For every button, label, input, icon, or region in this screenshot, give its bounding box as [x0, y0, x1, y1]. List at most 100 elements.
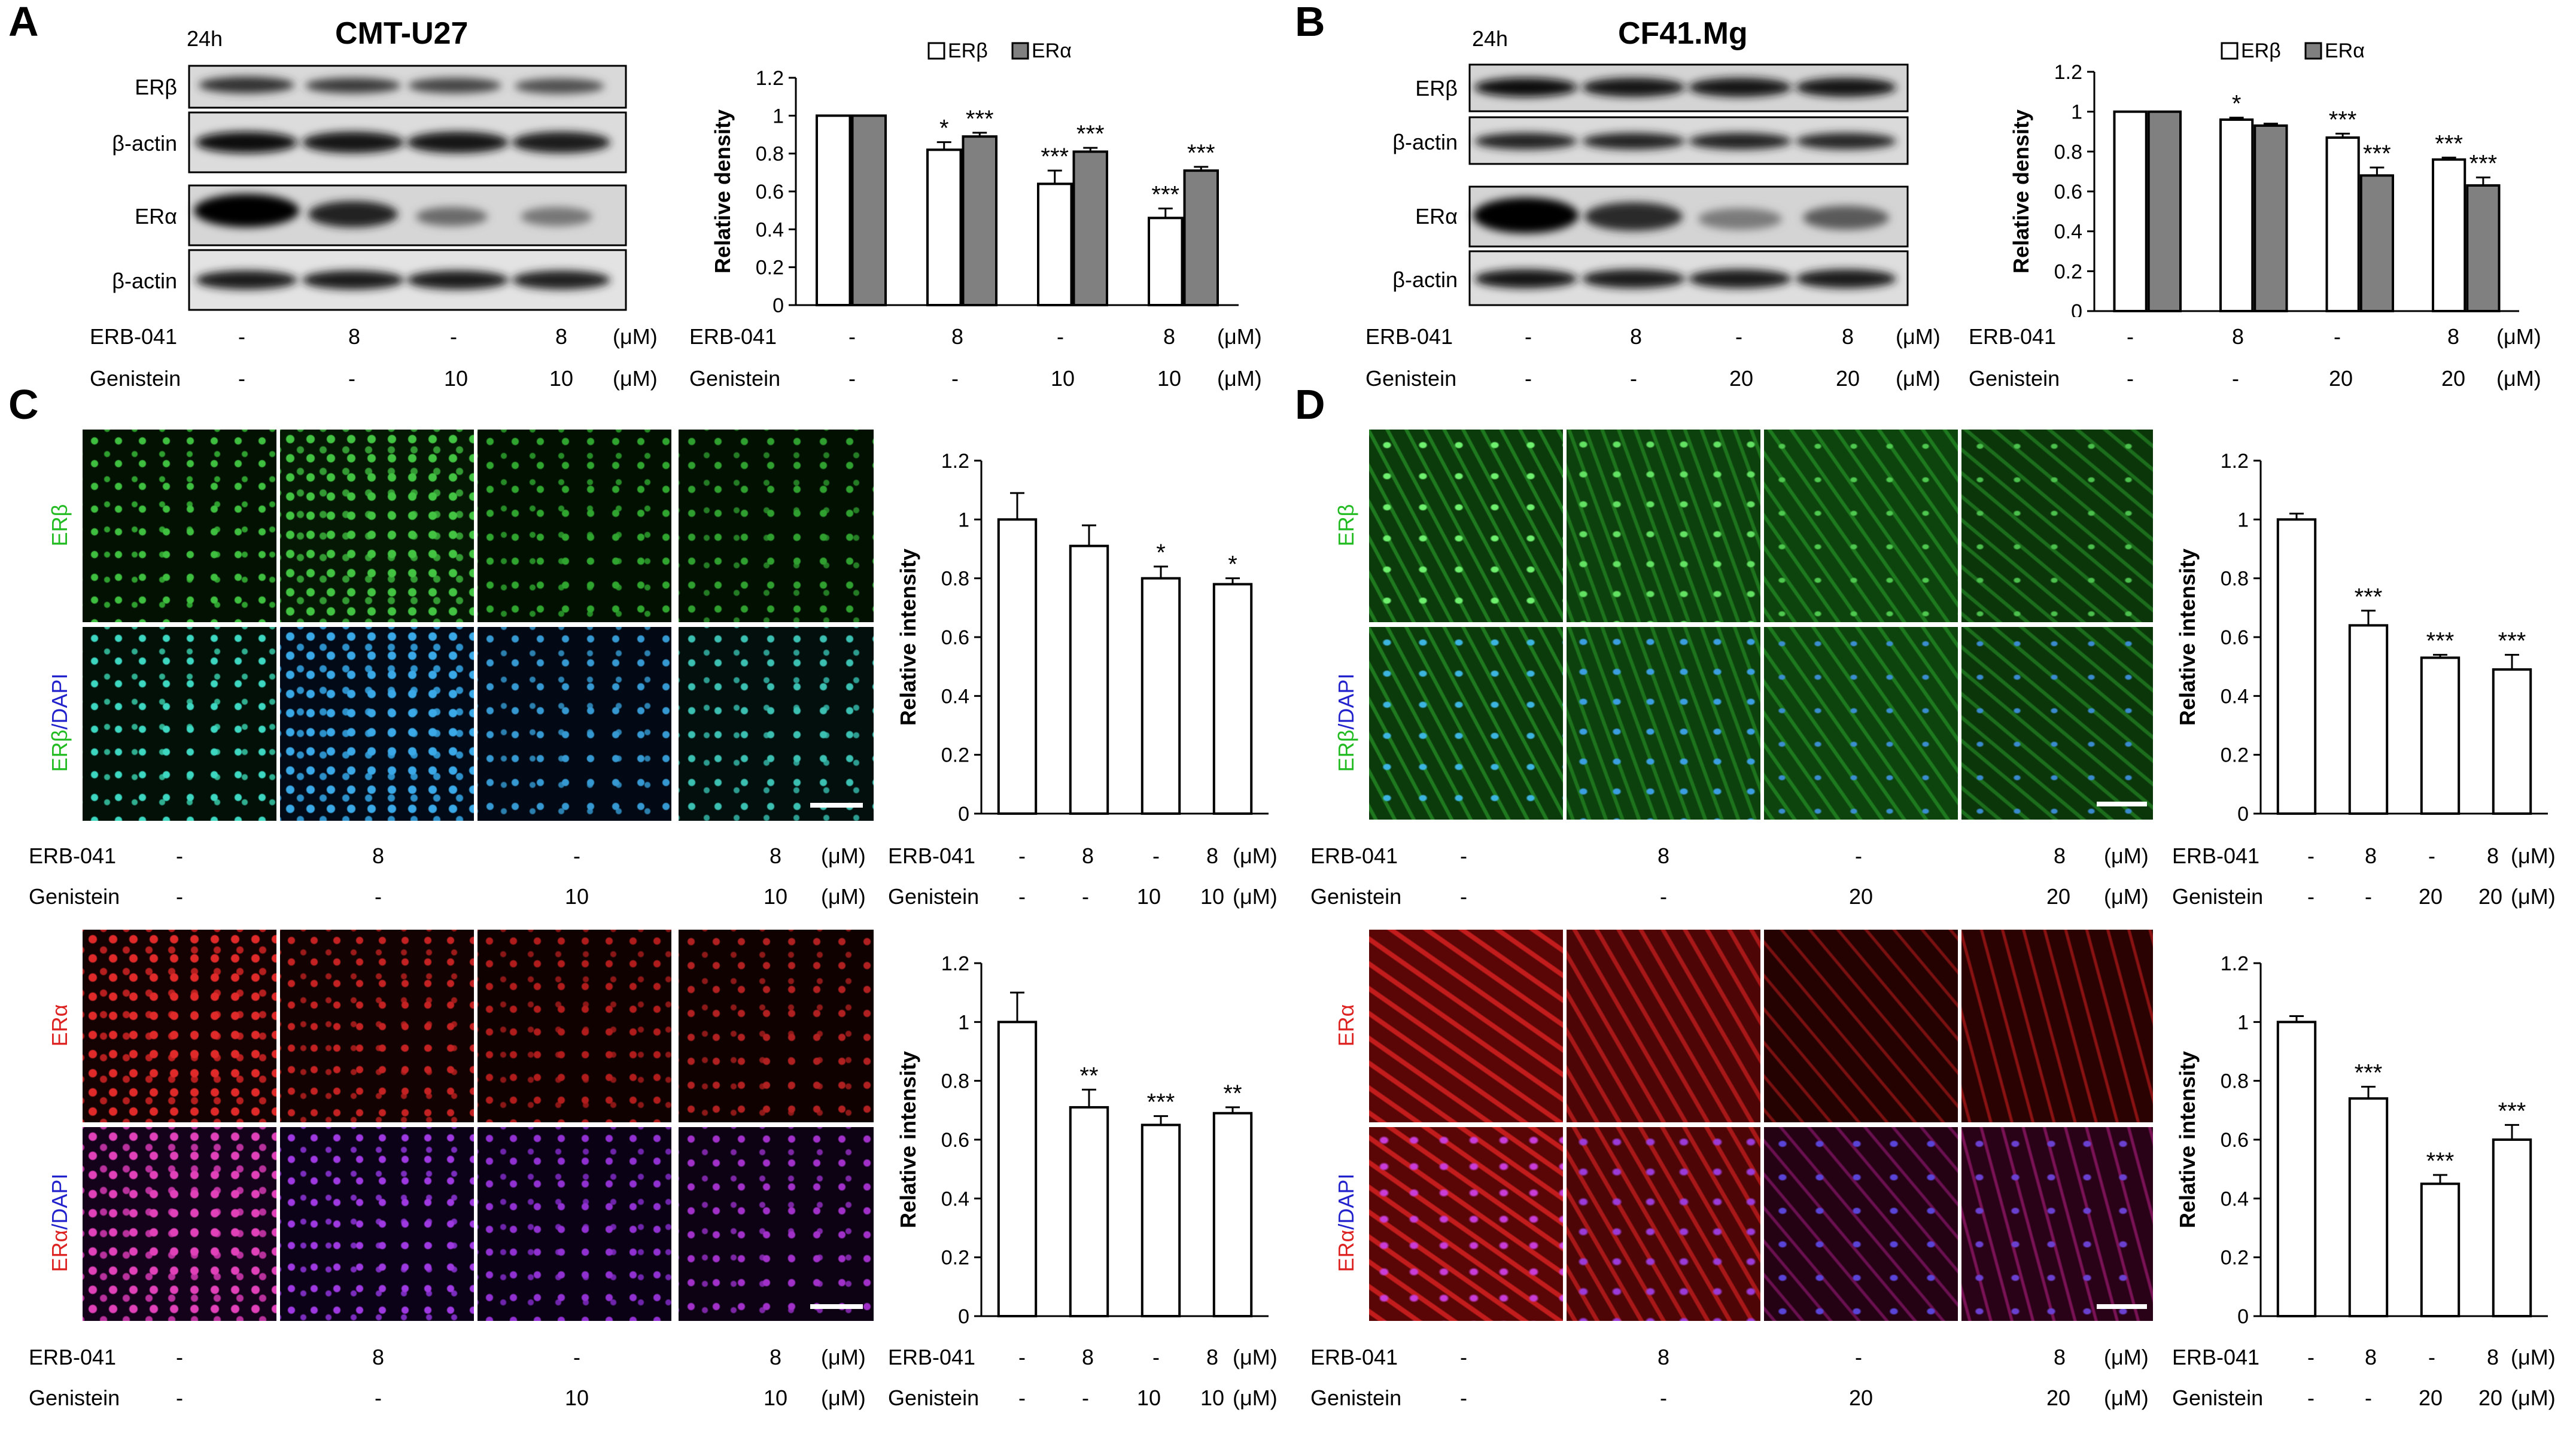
cond-a-blot-gen-0: - — [238, 366, 245, 391]
cond-d1-chart-gen-2: 20 — [2419, 884, 2443, 909]
stain-d-erb-dapi: ERβ/DAPI — [1334, 674, 1358, 772]
panel-d-erb-stain-labels: ERβ ERβ/DAPI — [1334, 504, 1358, 772]
y-tick-label: 0.6 — [941, 626, 969, 649]
cond-b-chart-erb-unit: (μM) — [2496, 324, 2541, 349]
y-tick-label: 0 — [2237, 803, 2249, 826]
cond-d2-gen-3: 20 — [2046, 1386, 2071, 1410]
cond-a-blot-gen-3: 10 — [549, 366, 574, 391]
y-tick-label: 0.2 — [756, 257, 784, 279]
cond-d1-chart-erb-0: - — [2307, 844, 2315, 868]
cond-a-chart-erb-0: - — [848, 324, 856, 349]
cond-c1-chart-gen-0: - — [1018, 884, 1026, 909]
micrograph-d-era-dapi-4 — [1961, 1127, 2153, 1321]
y-tick-label: 1.2 — [2221, 952, 2249, 975]
stain-d-erb: ERβ — [1334, 504, 1358, 547]
bar — [2420, 656, 2461, 815]
panel-label-c: C — [8, 381, 39, 428]
cond-c1-gen-2: 10 — [565, 884, 589, 909]
stain-c-era-dapi: ERα/DAPI — [47, 1174, 72, 1272]
significance-label: ** — [1079, 1062, 1098, 1089]
cond-b-chart-gen-label: Genistein — [1969, 366, 2060, 391]
cond-c1-gen-unit: (μM) — [821, 884, 866, 909]
cond-c2-gen-1: - — [375, 1386, 382, 1410]
y-tick-label: 0.4 — [2221, 1188, 2249, 1210]
micrograph-c-erb-2 — [280, 430, 474, 622]
cond-d2-chart-erb-3: 8 — [2487, 1345, 2499, 1369]
cond-b-chart-erb-3: 8 — [2447, 324, 2460, 349]
micrograph-d-erb-dapi-2 — [1567, 627, 1760, 820]
y-tick-label: 0.8 — [756, 143, 784, 166]
cond-d1-gen-2: 20 — [1849, 884, 1874, 909]
scale-bar-c-erb — [810, 803, 863, 808]
y-tick-label: 0.6 — [756, 181, 784, 203]
y-tick-label: 0.6 — [941, 1129, 969, 1152]
cond-d1-chart-erb-3: 8 — [2487, 844, 2499, 868]
y-tick-label: 0 — [2237, 1305, 2249, 1328]
blot-b-label-3: ERα — [1415, 204, 1458, 229]
cond-a-chart-gen-unit: (μM) — [1217, 366, 1262, 391]
cond-c1-chart-gen-3: 10 — [1200, 884, 1225, 909]
significance-label: *** — [2498, 628, 2526, 654]
cond-b-chart-erb-0: - — [2127, 324, 2134, 349]
significance-label: *** — [2426, 1148, 2455, 1174]
cond-b-chart-gen-3: 20 — [2441, 366, 2466, 391]
bar — [1212, 1112, 1253, 1317]
significance-label: *** — [2469, 151, 2498, 177]
bar — [1069, 544, 1109, 815]
y-tick-label: 1.2 — [2054, 61, 2082, 84]
panel-a-time: 24h — [187, 26, 223, 51]
cond-b-chart-gen-2: 20 — [2329, 366, 2353, 391]
panel-d-era-stain-labels: ERα ERα/DAPI — [1334, 1004, 1358, 1272]
y-tick-label: 0.4 — [2054, 221, 2082, 243]
cond-d1-erb-2: - — [1855, 844, 1862, 868]
cond-d1-chart-erb-label: ERB-041 — [2172, 844, 2260, 868]
cond-b-blot-erb-0: - — [1525, 324, 1532, 349]
cond-d1-chart-erb-2: - — [2428, 844, 2435, 868]
cond-c2-gen-label: Genistein — [29, 1386, 120, 1410]
y-tick-label: 0.4 — [2221, 685, 2249, 708]
y-tick-label: 0.4 — [941, 1188, 969, 1210]
y-tick-label: 0.8 — [941, 1070, 969, 1093]
significance-label: *** — [2426, 628, 2455, 654]
panel-b-cell-line: CF41.Mg — [1618, 16, 1748, 51]
bar — [962, 135, 997, 307]
y-tick-label: 0.2 — [941, 744, 969, 767]
chart-b: 00.20.40.60.811.2********** ***Relative d… — [2009, 39, 2519, 317]
micrograph-c-era-dapi-1 — [83, 1127, 276, 1321]
micrograph-d-erb-3 — [1764, 430, 1958, 622]
cond-c2-chart-erb-2: - — [1152, 1345, 1160, 1369]
micrograph-c-erb-dapi-3 — [478, 627, 671, 821]
cond-d1-chart-erb-1: 8 — [2365, 844, 2377, 868]
cond-d1-chart-gen-unit: (μM) — [2511, 884, 2556, 909]
cond-c2-erb-1: 8 — [372, 1345, 385, 1369]
cond-c1-chart-erb-3: 8 — [1206, 844, 1219, 868]
cond-c2-erb-0: - — [176, 1345, 183, 1369]
bar — [2420, 1182, 2461, 1317]
cond-c1-erb-2: - — [573, 844, 580, 868]
bar — [816, 114, 851, 306]
micrograph-c-era-2 — [280, 930, 474, 1122]
stain-c-erb: ERβ — [47, 504, 72, 547]
cond-b-blot-gen-3: 20 — [1836, 366, 1860, 391]
legend-label: ERα — [2325, 39, 2365, 62]
y-axis-label: Relative density — [2009, 109, 2033, 273]
legend-label: ERβ — [948, 39, 988, 62]
bar — [2492, 668, 2532, 815]
panel-c-erb-stain-labels: ERβ ERβ/DAPI — [47, 504, 72, 772]
micrograph-c-erb-1 — [83, 430, 276, 622]
significance-label: * — [939, 115, 949, 142]
micrograph-c-era-dapi-3 — [478, 1127, 671, 1321]
y-tick-label: 1 — [2237, 1011, 2249, 1034]
cond-a-chart-erb-1: 8 — [951, 324, 964, 349]
significance-label: * — [1228, 552, 1237, 578]
cond-d1-chart-gen-1: - — [2365, 884, 2372, 909]
y-tick-label: 1 — [773, 105, 784, 127]
cond-c1-erb-label: ERB-041 — [29, 844, 117, 868]
micrograph-d-era-2 — [1567, 930, 1760, 1122]
panel-b-time: 24h — [1472, 26, 1509, 51]
y-axis-label: Relative intensity — [2175, 1051, 2200, 1228]
y-tick-label: 0.8 — [941, 568, 969, 590]
y-tick-label: 0.4 — [941, 685, 969, 708]
bar — [1069, 1106, 1109, 1317]
y-tick-label: 1.2 — [756, 67, 784, 90]
